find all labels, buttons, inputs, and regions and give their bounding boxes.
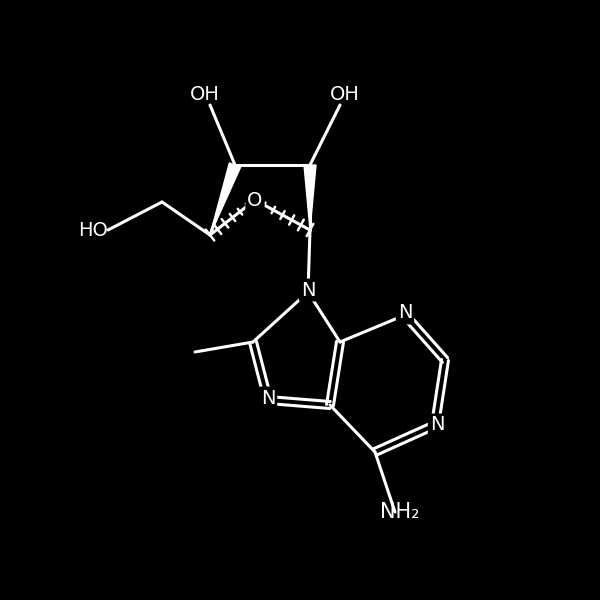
Polygon shape bbox=[304, 165, 316, 230]
Text: OH: OH bbox=[330, 85, 360, 104]
Text: HO: HO bbox=[78, 220, 108, 239]
Text: N: N bbox=[398, 304, 412, 323]
Text: O: O bbox=[247, 191, 263, 209]
Text: N: N bbox=[301, 280, 315, 299]
Text: N: N bbox=[261, 389, 275, 407]
Text: N: N bbox=[430, 415, 444, 434]
Polygon shape bbox=[210, 163, 241, 235]
Text: NH₂: NH₂ bbox=[380, 502, 420, 522]
Text: OH: OH bbox=[190, 85, 220, 104]
